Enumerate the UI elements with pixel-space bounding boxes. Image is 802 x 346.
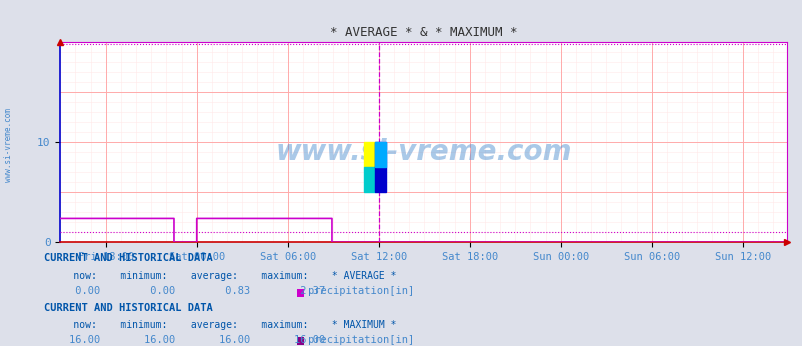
Text: now:    minimum:    average:    maximum:    * MAXIMUM *: now: minimum: average: maximum: * MAXIMU… [44,320,396,330]
Text: www.si-vreme.com: www.si-vreme.com [275,138,571,166]
Bar [363,167,375,192]
Text: precipitation[in]: precipitation[in] [307,286,413,296]
Text: www.si-vreme.com: www.si-vreme.com [3,108,13,182]
Text: precipitation[in]: precipitation[in] [307,335,413,345]
Bar [375,142,386,192]
Text: CURRENT AND HISTORICAL DATA: CURRENT AND HISTORICAL DATA [44,253,213,263]
Text: now:    minimum:    average:    maximum:    * AVERAGE *: now: minimum: average: maximum: * AVERAG… [44,271,396,281]
Bar [363,142,375,167]
Text: 0.00        0.00        0.83        2.37: 0.00 0.00 0.83 2.37 [44,286,325,296]
Title: * AVERAGE * & * MAXIMUM *: * AVERAGE * & * MAXIMUM * [330,26,516,39]
Text: 16.00       16.00       16.00       16.00: 16.00 16.00 16.00 16.00 [44,335,325,345]
Bar [375,142,386,167]
Text: CURRENT AND HISTORICAL DATA: CURRENT AND HISTORICAL DATA [44,303,213,313]
